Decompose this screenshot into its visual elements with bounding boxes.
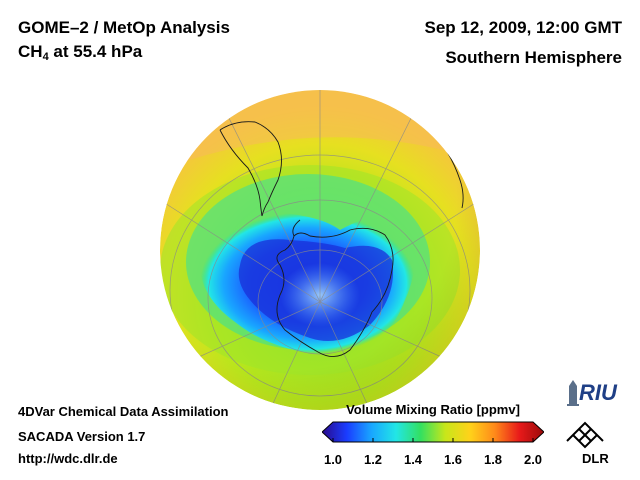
species-name: CH [18,42,43,61]
map-subtitle: CH4 at 55.4 hPa [18,42,142,63]
pressure-level: at 55.4 hPa [48,42,143,61]
dlr-logo-icon [566,421,604,449]
colorbar-tick-label: 1.8 [483,452,503,467]
colorbar-tick-label: 1.0 [323,452,343,467]
species-subscript: 4 [42,51,49,63]
dlr-logo-text: DLR [582,451,609,466]
colorbar-gradient [322,421,544,443]
footer-link[interactable]: http://wdc.dlr.de [18,451,118,466]
colorbar-tick-label: 1.2 [363,452,383,467]
colorbar-title: Volume Mixing Ratio [ppmv] [346,402,520,417]
footer-line-2: SACADA Version 1.7 [18,429,146,444]
globe-map [160,90,480,410]
riu-logo: RIU [567,380,618,406]
region-label: Southern Hemisphere [445,48,622,67]
riu-tower-icon [569,380,577,404]
riu-logo-text: RIU [579,380,618,405]
map-title: GOME–2 / MetOp Analysis [18,18,230,37]
colorbar-tick-label: 1.6 [443,452,463,467]
footer-line-1: 4DVar Chemical Data Assimilation [18,404,229,419]
colorbar-ticks [332,438,534,442]
colorbar-tick-label: 1.4 [403,452,423,467]
colorbar [322,421,544,443]
colorbar-tick-label: 2.0 [523,452,543,467]
datetime-label: Sep 12, 2009, 12:00 GMT [424,18,623,37]
